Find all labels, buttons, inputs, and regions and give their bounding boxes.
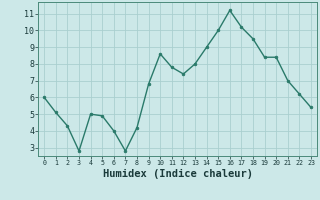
X-axis label: Humidex (Indice chaleur): Humidex (Indice chaleur) bbox=[103, 169, 252, 179]
